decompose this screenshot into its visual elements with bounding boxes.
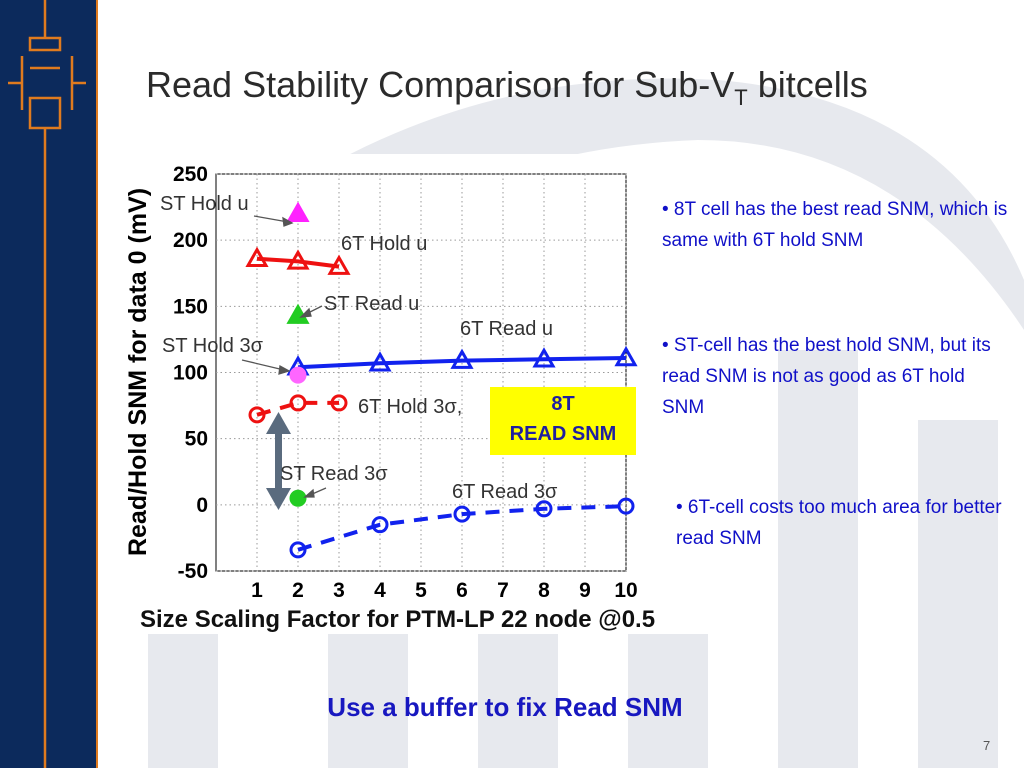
x-tick-label: 3	[333, 579, 345, 602]
bullet-6t: • 6T-cell costs too much area for better…	[676, 497, 1002, 549]
data-point-6t-hold-3-	[248, 406, 266, 424]
data-point-6t-read-3-	[371, 516, 389, 534]
annotation-st-read-3s: ST Read 3σ	[280, 463, 388, 485]
x-axis-label: Size Scaling Factor for PTM-LP 22 node @…	[140, 606, 655, 633]
page-number: 7	[983, 738, 991, 753]
y-tick-label: 150	[173, 295, 208, 318]
y-axis-label: Read/Hold SNM for data 0 (mV)	[124, 188, 152, 556]
series-line-6t-read-3-	[297, 504, 627, 552]
y-tick-label: 50	[185, 428, 208, 451]
annotation-6t-hold-3s: 6T Hold 3σ,	[358, 396, 463, 418]
bullet-st: • ST-cell has the best hold SNM, but its…	[662, 335, 991, 418]
sidebar-band	[0, 0, 96, 768]
data-point-st-read-3-	[289, 489, 307, 507]
data-point-6t-read-3-	[535, 500, 553, 518]
series-lines	[256, 256, 627, 552]
y-tick-label: -50	[178, 560, 208, 583]
title-subscript: T	[734, 85, 748, 110]
x-tick-label: 9	[579, 579, 591, 602]
series-line-6t-read-u	[297, 355, 627, 370]
data-point-6t-hold-u	[245, 246, 269, 267]
callout-line-2: READ SNM	[509, 423, 617, 445]
series-markers	[245, 201, 638, 559]
x-tick-label: 2	[292, 579, 304, 602]
data-point-st-hold-u	[286, 201, 310, 222]
x-tick-label: 7	[497, 579, 509, 602]
data-point-6t-read-u	[450, 348, 474, 369]
data-point-6t-read-3-	[617, 497, 635, 515]
annotation-st-read-u: ST Read u	[324, 293, 420, 315]
data-point-6t-read-3-	[453, 505, 471, 523]
annotation-6t-hold-u: 6T Hold u	[341, 233, 428, 255]
x-tick-label: 5	[415, 579, 427, 602]
annotation-arrows	[241, 215, 327, 498]
footer-note: Use a buffer to fix Read SNM	[327, 692, 683, 722]
sidebar-accent-line	[96, 0, 98, 768]
callout-line-1: 8T	[551, 393, 575, 415]
y-tick-label: 200	[173, 229, 208, 252]
title-tail: bitcells	[747, 64, 868, 105]
data-point-6t-hold-3-	[330, 394, 348, 412]
circuit-logo-icon	[8, 0, 86, 768]
x-tick-label: 6	[456, 579, 468, 602]
tick-labels: 1 2 3 4 5 6 7 8 9 10 -50 0 50 100 150 200 250	[173, 163, 638, 602]
data-point-st-read-u	[286, 303, 310, 324]
y-tick-label: 0	[196, 494, 208, 517]
annotation-st-hold-u: ST Hold u	[160, 193, 249, 215]
annotation-6t-read-3s: 6T Read 3σ	[452, 481, 558, 503]
data-point-6t-hold-3-	[289, 394, 307, 412]
y-tick-label: 250	[173, 163, 208, 186]
callout-8t-read-snm: 8T READ SNM	[490, 387, 636, 455]
x-tick-label: 1	[251, 579, 263, 602]
data-point-6t-read-u	[532, 347, 556, 368]
data-point-6t-read-u	[614, 345, 638, 367]
double-arrow	[266, 412, 291, 510]
x-tick-label: 8	[538, 579, 550, 602]
annotation-st-hold-3s: ST Hold 3σ	[162, 335, 263, 357]
data-point-6t-hold-u	[286, 249, 310, 270]
y-tick-label: 100	[173, 362, 208, 385]
series-line-6t-hold-u	[256, 256, 340, 269]
data-point-6t-hold-u	[327, 254, 351, 275]
data-point-6t-read-u	[368, 351, 392, 372]
title-main: Read Stability Comparison for Sub-V	[146, 64, 735, 105]
slide-title: Read Stability Comparison for Sub-VT bit…	[146, 64, 868, 111]
data-point-6t-read-3-	[289, 541, 307, 559]
annotation-6t-read-u: 6T Read u	[460, 318, 554, 340]
data-point-st-hold-3-	[289, 366, 307, 384]
x-tick-label: 10	[614, 579, 637, 602]
bullet-8t: • 8T cell has the best read SNM, which i…	[662, 199, 1008, 251]
x-tick-label: 4	[374, 579, 386, 602]
